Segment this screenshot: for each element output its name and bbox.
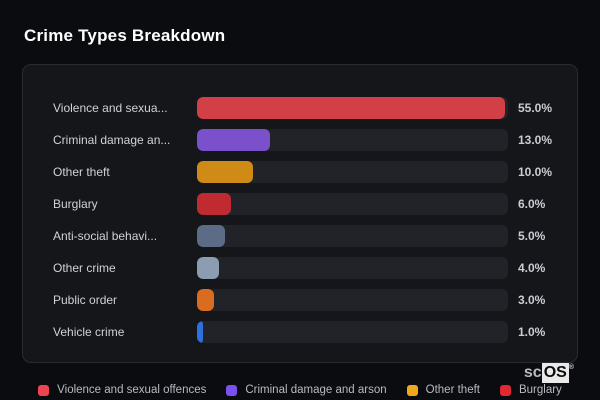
bar-segment[interactable]: [197, 321, 203, 343]
bar-track: [197, 321, 508, 343]
bar-value-label: 55.0%: [518, 101, 553, 115]
bar-segment[interactable]: [197, 193, 231, 215]
bar-segment[interactable]: [197, 257, 220, 279]
legend-item[interactable]: Other theft: [406, 384, 480, 396]
watermark-logo: sc OS ®: [523, 363, 574, 383]
bar-value-label: 4.0%: [518, 261, 546, 275]
legend-item[interactable]: Burglary: [499, 384, 562, 396]
bar-track: [197, 161, 508, 183]
bar-segment[interactable]: [197, 225, 226, 247]
bar-category-label: Burglary: [53, 197, 98, 211]
bar-value-label: 13.0%: [518, 133, 553, 147]
bar-category-label: Vehicle crime: [53, 325, 125, 339]
legend-swatch-icon: [499, 384, 511, 396]
legend-label: Violence and sexual offences: [57, 384, 207, 396]
bar-row: Public order 3.0%: [53, 284, 569, 316]
bar-segment[interactable]: [197, 161, 254, 183]
bar-category-label: Criminal damage an...: [53, 133, 171, 147]
bar-row: Other crime 4.0%: [53, 252, 569, 284]
bar-row: Violence and sexua... 55.0%: [53, 92, 569, 124]
bar-row: Other theft 10.0%: [53, 156, 569, 188]
bar-track: [197, 193, 508, 215]
bar-value-label: 3.0%: [518, 293, 546, 307]
bar-track: [197, 129, 508, 151]
bar-segment[interactable]: [197, 97, 506, 119]
bar-category-label: Other crime: [53, 261, 116, 275]
bar-row: Criminal damage an... 13.0%: [53, 124, 569, 156]
bar-value-label: 1.0%: [518, 325, 546, 339]
bar-track: [197, 289, 508, 311]
legend-label: Criminal damage and arson: [245, 384, 387, 396]
legend-swatch-icon: [38, 384, 50, 396]
bar-track: [197, 97, 508, 119]
legend-item[interactable]: Violence and sexual offences: [38, 384, 206, 396]
bar-track: [197, 257, 508, 279]
logo-boxed-text: OS: [541, 363, 569, 383]
bar-category-label: Public order: [53, 293, 118, 307]
bar-category-label: Other theft: [53, 165, 110, 179]
legend-label: Other theft: [425, 384, 480, 396]
bar-value-label: 6.0%: [518, 197, 546, 211]
bar-category-label: Anti-social behavi...: [53, 229, 158, 243]
bar-track: [197, 225, 508, 247]
bar-row: Burglary 6.0%: [53, 188, 569, 220]
bar-segment[interactable]: [197, 129, 270, 151]
bar-value-label: 5.0%: [518, 229, 546, 243]
registered-mark: ®: [568, 364, 574, 371]
legend-swatch-icon: [226, 384, 238, 396]
legend-label: Burglary: [518, 384, 562, 396]
bar-chart: Violence and sexua... 55.0% Criminal damag…: [53, 92, 569, 348]
bar-row: Anti-social behavi... 5.0%: [53, 220, 569, 252]
legend-item[interactable]: Criminal damage and arson: [226, 384, 387, 396]
chart-legend: Violence and sexual offences Criminal dam…: [0, 384, 600, 396]
bar-segment[interactable]: [197, 289, 214, 311]
bar-category-label: Violence and sexua...: [53, 101, 168, 115]
logo-prefix-text: sc: [523, 364, 542, 381]
bar-row: Vehicle crime 1.0%: [53, 316, 569, 348]
page-title: Crime Types Breakdown: [24, 26, 226, 45]
legend-swatch-icon: [406, 384, 418, 396]
bar-value-label: 10.0%: [518, 165, 553, 179]
chart-card: Violence and sexua... 55.0% Criminal damag…: [22, 64, 578, 363]
